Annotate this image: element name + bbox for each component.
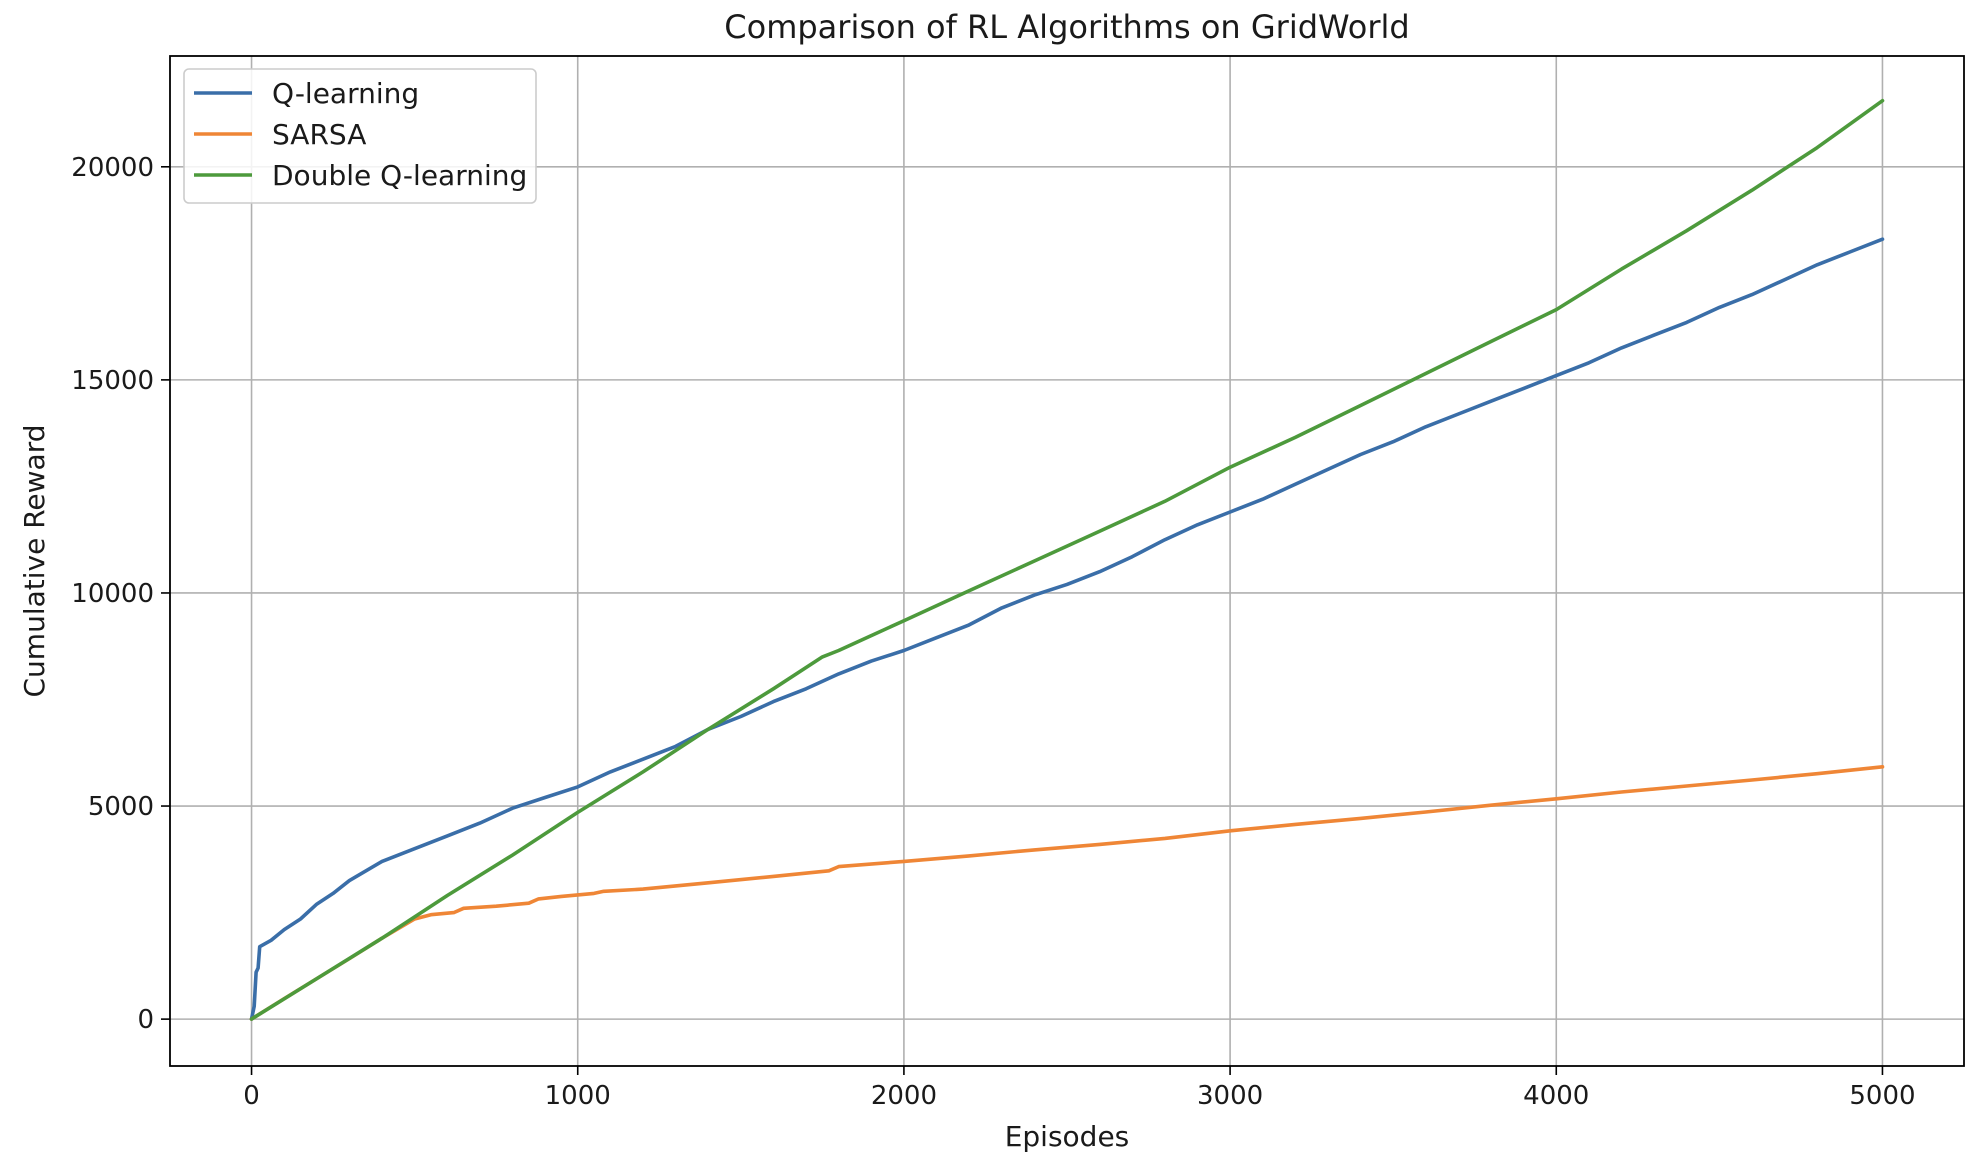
x-tick-label: 4000 [1523,1081,1589,1111]
legend-label-double-q-learning: Double Q-learning [272,159,527,192]
grid [170,56,1964,1066]
x-tick-label: 5000 [1849,1081,1915,1111]
legend-label-sarsa: SARSA [272,118,366,151]
y-tick-label: 20000 [71,153,154,183]
y-tick-label: 0 [137,1005,154,1035]
y-tick-label: 5000 [88,792,154,822]
y-tick-label: 15000 [71,366,154,396]
legend-box [183,68,537,204]
series-line-sarsa [249,765,1885,1021]
x-tick-label: 3000 [1197,1081,1263,1111]
y-axis-label: Cumulative Reward [18,425,51,698]
series-line-double-q-learning [249,98,1885,1021]
x-tick-label: 2000 [871,1081,937,1111]
x-tick-label: 0 [243,1081,260,1111]
plot-frame [169,55,1965,1067]
series-line-q-learning [249,237,1885,1021]
y-tick-label: 10000 [71,579,154,609]
chart-title: Comparison of RL Algorithms on GridWorld [724,8,1409,46]
legend-label-q-learning: Q-learning [272,77,419,110]
x-axis-label: Episodes [1005,1120,1130,1153]
legend: Q-learning SARSA Double Q-learning [183,68,537,204]
series-group [249,98,1885,1021]
ticks: 0 1000 2000 3000 4000 5000 0 5000 10000 15000 2000… [71,153,1915,1111]
x-tick-label: 1000 [545,1081,611,1111]
